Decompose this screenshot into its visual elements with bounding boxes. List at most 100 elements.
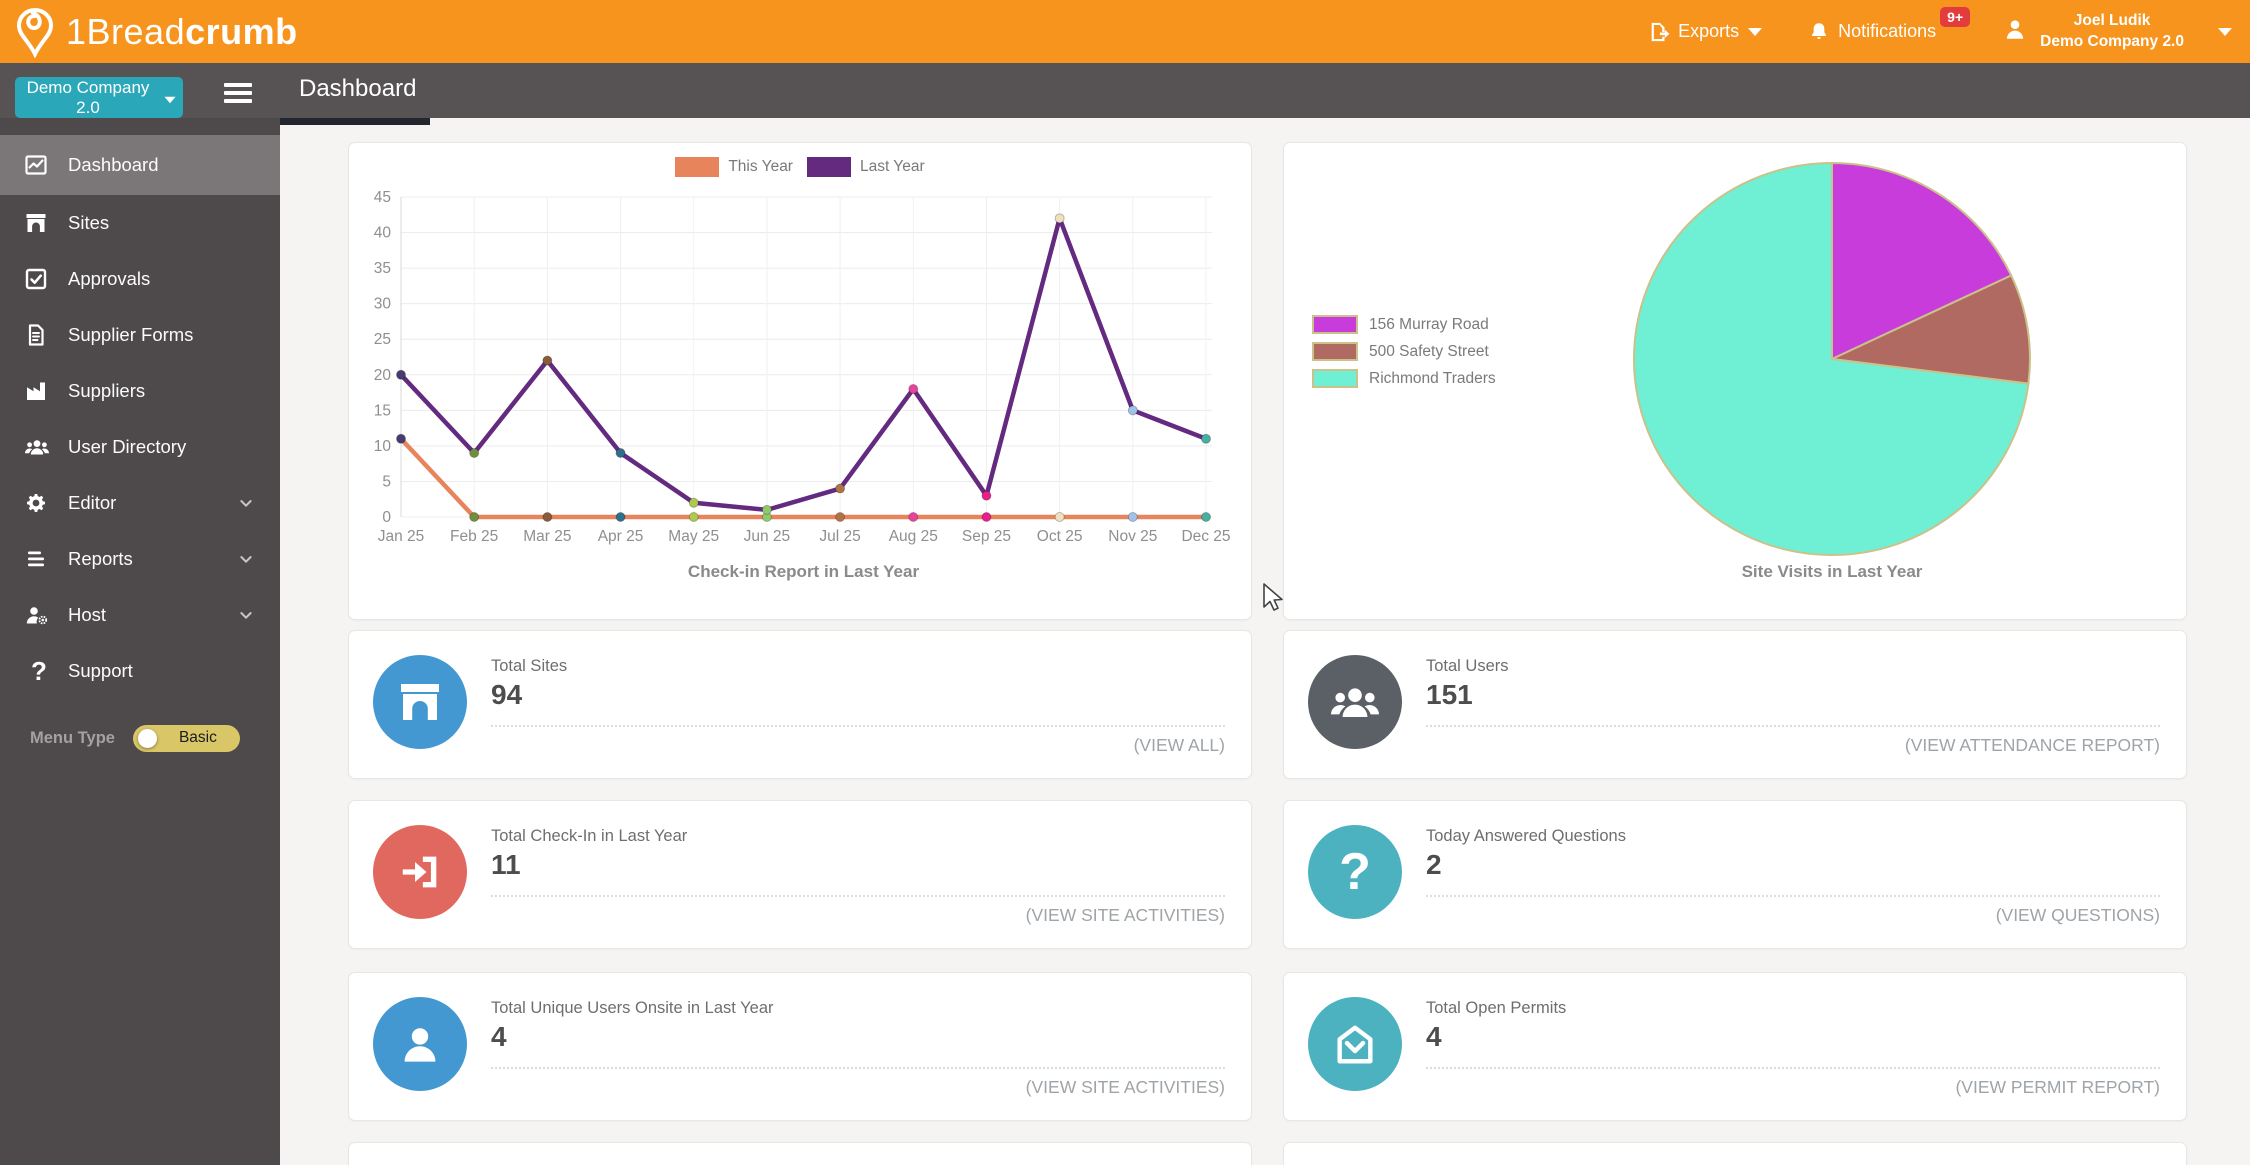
svg-text:Apr 25: Apr 25 bbox=[598, 528, 644, 545]
exports-menu[interactable]: Exports bbox=[1648, 21, 1763, 43]
unique-users-card: Total Unique Users Onsite in Last Year 4… bbox=[348, 972, 1252, 1121]
sidebar-item-label: Support bbox=[68, 660, 133, 681]
sidebar-item-label: Suppliers bbox=[68, 380, 146, 401]
line-chart-legend: This Year Last Year bbox=[349, 157, 1251, 177]
svg-text:20: 20 bbox=[374, 367, 392, 384]
archway-icon bbox=[24, 210, 54, 236]
pie-chart-legend: 156 Murray Road 500 Safety Street Richmo… bbox=[1312, 315, 1496, 396]
chevron-down-icon[interactable] bbox=[2218, 27, 2232, 36]
active-tab-underline bbox=[280, 118, 430, 125]
sidebar-item-reports[interactable]: Reports bbox=[0, 531, 280, 587]
svg-text:Mar 25: Mar 25 bbox=[523, 528, 571, 545]
svg-text:Aug 25: Aug 25 bbox=[889, 528, 938, 545]
hamburger-menu-icon[interactable] bbox=[224, 79, 252, 107]
svg-text:Check-in Report in Last Year: Check-in Report in Last Year bbox=[688, 562, 920, 581]
sidebar-item-sites[interactable]: Sites bbox=[0, 195, 280, 251]
svg-text:0: 0 bbox=[382, 509, 391, 526]
total-sites-card: Total Sites 94 (VIEW ALL) bbox=[348, 630, 1252, 779]
view-all-link[interactable]: (VIEW ALL) bbox=[1133, 735, 1225, 755]
view-site-activities-link[interactable]: (VIEW SITE ACTIVITIES) bbox=[1025, 905, 1225, 925]
legend-label: 156 Murray Road bbox=[1369, 315, 1489, 333]
view-attendance-report-link[interactable]: (VIEW ATTENDANCE REPORT) bbox=[1904, 735, 2160, 755]
dotted-separator bbox=[491, 895, 1225, 897]
file-export-icon bbox=[1648, 21, 1670, 43]
mouse-cursor bbox=[1262, 583, 1288, 618]
sidebar-item-host[interactable]: Host bbox=[0, 587, 280, 643]
sidebar-item-label: Approvals bbox=[68, 268, 151, 289]
bell-icon bbox=[1808, 21, 1830, 43]
dotted-separator bbox=[491, 725, 1225, 727]
card-title: Total Sites bbox=[491, 657, 568, 675]
dotted-separator bbox=[1426, 895, 2160, 897]
checkin-line-chart-card: This Year Last Year 0 5 10 15 20 25 30 35 40 45 Ja… bbox=[348, 142, 1252, 620]
dotted-separator bbox=[491, 1067, 1225, 1069]
legend-label: 500 Safety Street bbox=[1369, 342, 1489, 360]
svg-text:15: 15 bbox=[374, 402, 391, 419]
user-gear-icon bbox=[24, 602, 54, 628]
svg-text:40: 40 bbox=[374, 225, 392, 242]
main-content: This Year Last Year 0 5 10 15 20 25 30 35 40 45 Ja… bbox=[280, 118, 2250, 1165]
this-year-swatch bbox=[675, 157, 720, 177]
svg-text:Oct 25: Oct 25 bbox=[1037, 528, 1083, 545]
check-square-icon bbox=[24, 266, 54, 292]
sidebar-item-user-directory[interactable]: User Directory bbox=[0, 419, 280, 475]
checkin-line-chart: 0 5 10 15 20 25 30 35 40 45 Jan 25 Feb 25 Mar 25 Apr … bbox=[374, 189, 1231, 581]
gear-icon bbox=[24, 490, 54, 516]
file-lines-icon bbox=[24, 322, 54, 348]
company-selector-button[interactable]: Demo Company 2.0 bbox=[15, 77, 183, 118]
tab-dashboard[interactable]: Dashboard bbox=[299, 75, 417, 102]
user-company: Demo Company 2.0 bbox=[2040, 32, 2184, 50]
person-icon bbox=[373, 997, 467, 1091]
svg-text:Feb 25: Feb 25 bbox=[450, 528, 498, 545]
legend-swatch bbox=[1312, 315, 1358, 334]
svg-text:30: 30 bbox=[374, 296, 392, 313]
brand-logo[interactable]: 1Breadcrumb bbox=[14, 6, 298, 58]
open-permits-card: Total Open Permits 4 (VIEW PERMIT REPORT… bbox=[1283, 972, 2187, 1121]
sidebar-item-label: Host bbox=[68, 604, 107, 625]
chevron-down-icon bbox=[238, 495, 254, 511]
svg-text:45: 45 bbox=[374, 189, 391, 206]
legend-label: Last Year bbox=[859, 158, 925, 175]
notifications-badge: 9+ bbox=[1940, 6, 1971, 27]
sidebar-item-approvals[interactable]: Approvals bbox=[0, 251, 280, 307]
legend-swatch bbox=[1312, 369, 1358, 388]
dotted-separator bbox=[1426, 725, 2160, 727]
sidebar: Dashboard Sites Approvals Supplier Forms bbox=[0, 118, 280, 1165]
exports-label: Exports bbox=[1678, 21, 1740, 41]
card-value: 11 bbox=[491, 849, 521, 880]
user-menu[interactable]: Joel Ludik Demo Company 2.0 bbox=[2002, 11, 2184, 53]
header-actions: Exports Notifications 9+ bbox=[1648, 0, 2232, 63]
svg-text:Jun 25: Jun 25 bbox=[744, 528, 791, 545]
card-title: Total Users bbox=[1426, 657, 1509, 675]
sidebar-item-editor[interactable]: Editor bbox=[0, 475, 280, 531]
industry-icon bbox=[24, 378, 54, 404]
svg-text:10: 10 bbox=[374, 438, 392, 455]
archway-icon bbox=[373, 655, 467, 749]
notifications-menu[interactable]: Notifications 9+ bbox=[1808, 6, 1971, 43]
menu-type-toggle[interactable]: Basic bbox=[132, 725, 240, 752]
card-value: 4 bbox=[1426, 1021, 1442, 1052]
sidebar-item-support[interactable]: ? Support bbox=[0, 643, 280, 699]
last-year-swatch bbox=[806, 157, 851, 177]
card-value: 2 bbox=[1426, 849, 1442, 880]
open-permit-icon bbox=[1308, 997, 1402, 1091]
legend-label: Richmond Traders bbox=[1369, 369, 1496, 387]
partial-card bbox=[1283, 1142, 2187, 1165]
sidebar-item-dashboard[interactable]: Dashboard bbox=[0, 135, 280, 195]
sidebar-item-label: User Directory bbox=[68, 436, 187, 457]
svg-text:Dec 25: Dec 25 bbox=[1181, 528, 1230, 545]
view-site-activities-link[interactable]: (VIEW SITE ACTIVITIES) bbox=[1025, 1077, 1225, 1097]
list-lines-icon bbox=[24, 546, 54, 572]
svg-text:Nov 25: Nov 25 bbox=[1108, 528, 1157, 545]
sidebar-item-label: Dashboard bbox=[68, 154, 159, 175]
sidebar-item-suppliers[interactable]: Suppliers bbox=[0, 363, 280, 419]
view-permit-report-link[interactable]: (VIEW PERMIT REPORT) bbox=[1955, 1077, 2160, 1097]
top-header: 1Breadcrumb Exports bbox=[0, 0, 2250, 63]
site-visits-pie-chart: Site Visits in Last Year bbox=[1632, 161, 2031, 581]
partial-card bbox=[348, 1142, 1252, 1165]
view-questions-link[interactable]: (VIEW QUESTIONS) bbox=[1995, 905, 2160, 925]
notifications-label: Notifications bbox=[1838, 21, 1937, 41]
site-visits-pie-card: 156 Murray Road 500 Safety Street Richmo… bbox=[1283, 142, 2187, 620]
user-icon bbox=[2002, 16, 2028, 47]
sidebar-item-supplier-forms[interactable]: Supplier Forms bbox=[0, 307, 280, 363]
